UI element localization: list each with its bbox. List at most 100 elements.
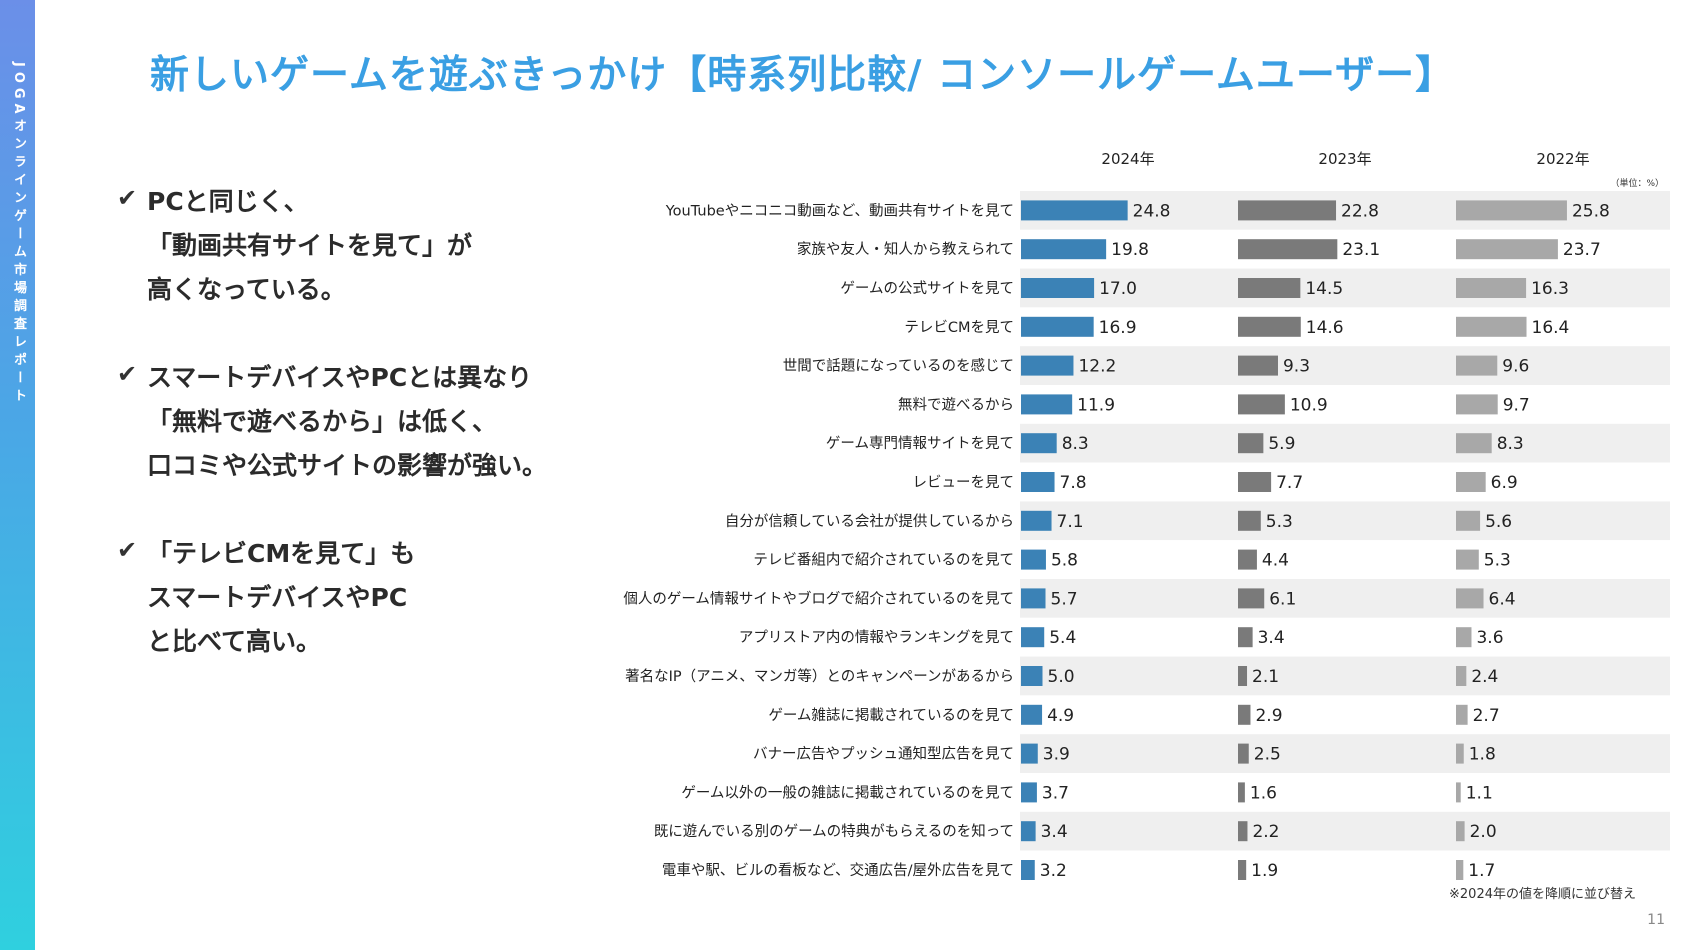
bar	[1238, 433, 1264, 454]
bar	[1021, 316, 1094, 337]
bar	[1238, 200, 1337, 221]
category-label: 著名なIP（アニメ、マンガ等）とのキャンペーンがあるから	[625, 667, 1014, 685]
value-label: 4.4	[1262, 551, 1289, 571]
bullet-item: ✔ 「テレビCMを見て」も スマートデバイスやPC と比べて高い。	[117, 532, 547, 664]
bar	[1021, 704, 1043, 725]
value-label: 22.8	[1341, 201, 1379, 221]
value-label: 2.9	[1255, 706, 1282, 726]
value-label: 7.1	[1057, 512, 1084, 532]
value-label: 10.9	[1290, 395, 1328, 415]
value-label: 9.3	[1283, 357, 1310, 377]
bar	[1021, 588, 1046, 609]
check-icon: ✔	[117, 360, 138, 388]
unit-note: （単位：%）	[1610, 177, 1664, 189]
value-label: 24.8	[1133, 201, 1171, 221]
value-label: 3.4	[1041, 822, 1068, 842]
bar	[1238, 782, 1245, 803]
bar	[1238, 627, 1253, 648]
value-label: 3.6	[1476, 628, 1503, 648]
series-header: 2022年	[1536, 150, 1589, 168]
bar	[1456, 239, 1558, 260]
value-label: 23.7	[1563, 240, 1601, 260]
category-label: 家族や友人・知人から教えられて	[797, 241, 1014, 258]
bar	[1456, 549, 1479, 570]
bar	[1021, 743, 1038, 764]
value-label: 11.9	[1077, 395, 1115, 415]
row-band	[1020, 423, 1670, 463]
value-label: 5.3	[1484, 551, 1511, 571]
bullet-item: ✔ スマートデバイスやPCとは異なり 「無料で遊べるから」は低く、 口コミや公式…	[117, 356, 547, 488]
category-label: YouTubeやニコニコ動画など、動画共有サイトを見て	[665, 202, 1014, 219]
value-label: 9.7	[1503, 395, 1530, 415]
bar	[1021, 200, 1128, 221]
value-label: 2.7	[1473, 706, 1500, 726]
value-label: 3.2	[1040, 861, 1067, 881]
bar	[1456, 394, 1498, 415]
value-label: 7.8	[1060, 473, 1087, 493]
bullet-line: と比べて高い。	[147, 627, 322, 656]
bar	[1238, 472, 1272, 492]
category-label: バナー広告やプッシュ通知型広告を見て	[753, 746, 1014, 763]
check-icon: ✔	[117, 184, 138, 212]
bar	[1021, 627, 1045, 648]
value-label: 16.4	[1532, 318, 1570, 338]
row-band	[1020, 734, 1670, 773]
series-header: 2024年	[1101, 150, 1154, 168]
value-label: 2.5	[1254, 745, 1281, 765]
bar	[1021, 782, 1037, 803]
page-number: 11	[1647, 912, 1665, 928]
value-label: 6.9	[1491, 473, 1518, 493]
value-label: 12.2	[1078, 357, 1116, 377]
bar	[1456, 433, 1492, 454]
page-title: 新しいゲームを遊ぶきっかけ【時系列比較/ コンソールゲームユーザー】	[150, 53, 1456, 98]
bar	[1238, 355, 1278, 376]
row-band	[1020, 462, 1670, 502]
value-label: 1.6	[1250, 783, 1277, 803]
value-label: 5.6	[1485, 512, 1512, 532]
bar	[1456, 666, 1467, 686]
category-label: ゲーム専門情報サイトを見て	[826, 435, 1014, 452]
value-label: 8.3	[1062, 434, 1089, 454]
value-label: 19.8	[1111, 240, 1149, 260]
row-band	[1020, 850, 1670, 890]
category-label: 個人のゲーム情報サイトやブログで紹介されているのを見て	[623, 589, 1014, 607]
value-label: 17.0	[1099, 279, 1137, 299]
value-label: 1.9	[1251, 861, 1278, 881]
value-label: 5.8	[1051, 551, 1078, 571]
value-label: 16.3	[1531, 279, 1569, 299]
value-label: 5.3	[1266, 512, 1293, 532]
bullet-line: PCと同じく、	[147, 187, 309, 216]
bar	[1238, 394, 1285, 415]
value-label: 5.9	[1268, 434, 1295, 454]
value-label: 6.4	[1489, 589, 1516, 609]
row-band	[1020, 656, 1670, 696]
row-band	[1020, 385, 1670, 424]
bar	[1238, 278, 1301, 298]
row-band	[1020, 346, 1670, 385]
bar	[1238, 510, 1261, 531]
bullet-line: スマートデバイスやPC	[147, 583, 408, 612]
bar	[1021, 666, 1043, 686]
value-label: 3.7	[1042, 783, 1069, 803]
bar	[1456, 200, 1567, 221]
value-label: 5.0	[1048, 667, 1075, 687]
bar	[1238, 743, 1249, 764]
bullet-list: ✔ PCと同じく、 「動画共有サイトを見て」が 高くなっている。 ✔ スマートデ…	[117, 180, 547, 708]
row-band	[1020, 773, 1670, 812]
category-label: 自分が信頼している会社が提供しているから	[725, 513, 1014, 530]
bar	[1456, 588, 1484, 609]
category-label: アプリストア内の情報やランキングを見て	[739, 629, 1014, 646]
bar	[1021, 860, 1035, 880]
value-label: 1.8	[1469, 745, 1496, 765]
bullet-line: 口コミや公式サイトの影響が強い。	[147, 451, 548, 480]
row-band	[1020, 501, 1670, 541]
bar	[1021, 278, 1095, 298]
bullet-item: ✔ PCと同じく、 「動画共有サイトを見て」が 高くなっている。	[117, 180, 547, 312]
value-label: 2.2	[1252, 822, 1279, 842]
bullet-line: 高くなっている。	[147, 275, 346, 304]
value-label: 16.9	[1099, 318, 1137, 338]
bullet-line: 「無料で遊べるから」は低く、	[147, 407, 498, 436]
value-label: 1.1	[1466, 783, 1493, 803]
value-label: 23.1	[1342, 240, 1380, 260]
value-label: 5.7	[1051, 589, 1078, 609]
